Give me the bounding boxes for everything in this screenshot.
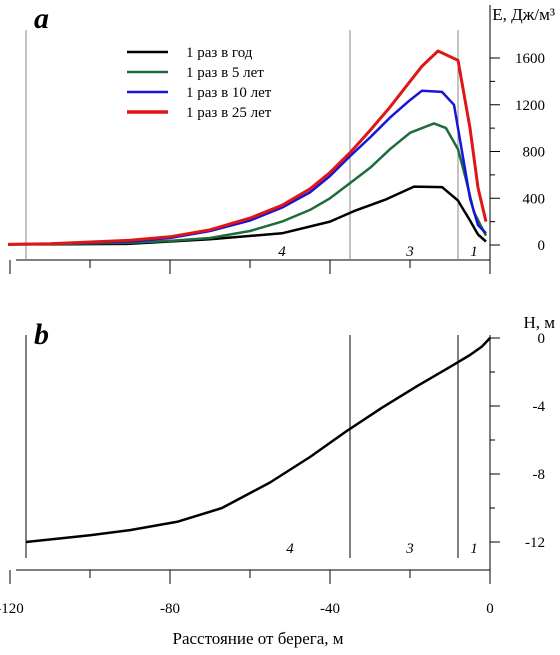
panel-b: -120 -80 -40 0 0 -4 -8 -12 H, м 4 3 1 b (0, 313, 555, 617)
panel-letter: a (34, 2, 49, 35)
legend-label: 1 раз в год (186, 45, 253, 61)
y-tick-label: 1600 (515, 51, 545, 67)
y-tick-label: 0 (538, 238, 546, 254)
x-tick-label: -40 (320, 601, 340, 617)
legend-label: 1 раз в 10 лет (186, 85, 272, 101)
zone-label: 4 (278, 244, 286, 260)
zone-label: 3 (405, 541, 414, 557)
zone-label: 4 (286, 541, 294, 557)
y-axis-label: H, м (523, 313, 555, 332)
series-line (7, 122, 488, 246)
legend-label: 1 раз в 5 лет (186, 65, 264, 81)
legend: 1 раз в год 1 раз в 5 лет 1 раз в 10 лет 1 … (127, 45, 272, 121)
x-axis-label: Расстояние от берега, м (172, 629, 343, 648)
y-tick-label: -4 (533, 399, 546, 415)
x-tick-label: -80 (160, 601, 180, 617)
legend-label: 1 раз в 25 лет (186, 105, 272, 121)
zone-label: 1 (470, 244, 478, 260)
x-tick-label: 0 (486, 601, 494, 617)
panel-letter: b (34, 318, 49, 351)
zone-label: 1 (470, 541, 478, 557)
y-tick-label: 800 (523, 145, 546, 161)
y-tick-label: -8 (533, 467, 546, 483)
y-axis-label: E, Дж/м³ (492, 5, 555, 24)
series-line (25, 337, 491, 544)
series-line (8, 185, 487, 246)
y-tick-label: 400 (523, 191, 546, 207)
x-tick-label: -120 (0, 601, 24, 617)
y-tick-label: -12 (525, 535, 545, 551)
y-tick-label: 1200 (515, 98, 545, 114)
zone-label: 3 (405, 244, 414, 260)
series-line (7, 49, 488, 246)
y-tick-label: 0 (538, 331, 546, 347)
